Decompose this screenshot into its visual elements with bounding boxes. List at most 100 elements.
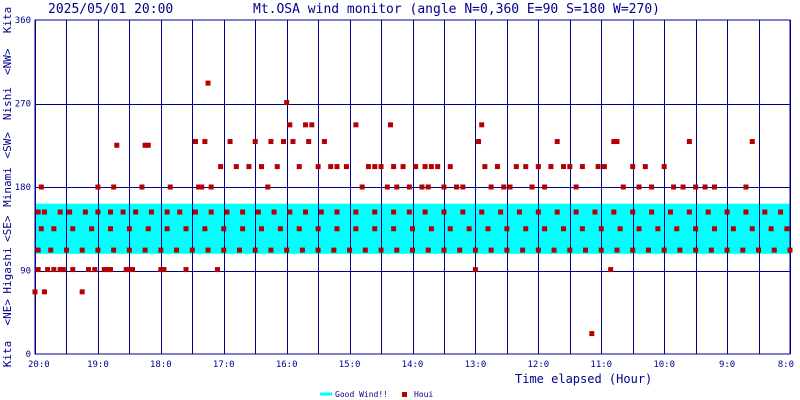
- data-point: [183, 267, 189, 273]
- data-point: [611, 209, 617, 215]
- data-point: [457, 247, 463, 253]
- data-point: [548, 164, 554, 170]
- data-point: [164, 209, 170, 215]
- data-point: [284, 247, 290, 253]
- data-point: [466, 226, 472, 232]
- data-point: [589, 331, 595, 337]
- data-point: [133, 209, 139, 215]
- y-direction-label: <SW>: [1, 132, 14, 159]
- grid-layer: [34, 19, 791, 355]
- data-point: [620, 184, 626, 190]
- data-point: [111, 247, 117, 253]
- x-tick-label: 16:0: [276, 360, 298, 370]
- data-point: [542, 184, 548, 190]
- data-point: [378, 164, 384, 170]
- y-direction-label: <NE>: [1, 299, 14, 326]
- data-point: [441, 209, 447, 215]
- data-point: [535, 164, 541, 170]
- data-point: [608, 267, 614, 273]
- data-point: [636, 226, 642, 232]
- data-point: [579, 226, 585, 232]
- data-point: [38, 184, 44, 190]
- data-point: [224, 209, 230, 215]
- data-point: [246, 164, 252, 170]
- data-point: [208, 184, 214, 190]
- data-point: [479, 122, 485, 128]
- data-point: [284, 100, 290, 106]
- data-point: [561, 226, 566, 232]
- data-point: [158, 247, 164, 253]
- data-point: [447, 164, 453, 170]
- data-point: [686, 139, 692, 145]
- data-point: [749, 226, 755, 232]
- data-point: [281, 139, 287, 145]
- data-point: [649, 184, 655, 190]
- data-point: [554, 209, 560, 215]
- data-point: [315, 247, 321, 253]
- data-point: [32, 289, 38, 295]
- data-point: [296, 164, 302, 170]
- data-point: [95, 247, 101, 253]
- data-point: [579, 164, 585, 170]
- data-point: [362, 247, 368, 253]
- data-point: [778, 209, 784, 215]
- data-point: [57, 209, 63, 215]
- header-datetime: 2025/05/01 20:00: [48, 2, 173, 17]
- data-point: [756, 247, 762, 253]
- data-point: [422, 164, 428, 170]
- data-point: [347, 247, 353, 253]
- data-point: [516, 209, 522, 215]
- data-point: [353, 226, 359, 232]
- data-point: [702, 184, 708, 190]
- data-point: [447, 226, 453, 232]
- data-point: [693, 184, 699, 190]
- data-point: [208, 209, 214, 215]
- data-point: [554, 139, 560, 145]
- data-point: [79, 289, 85, 295]
- data-point: [523, 164, 529, 170]
- data-point: [309, 122, 315, 128]
- data-point: [671, 184, 677, 190]
- data-point: [196, 184, 202, 190]
- data-point: [391, 226, 397, 232]
- data-point: [513, 164, 519, 170]
- data-point: [611, 139, 617, 145]
- legend-good-wind-label: Good Wind!!: [335, 390, 388, 399]
- data-point: [158, 267, 164, 273]
- data-point: [677, 247, 683, 253]
- data-point: [561, 164, 566, 170]
- data-point: [265, 184, 271, 190]
- data-point: [108, 267, 113, 273]
- data-point: [183, 226, 189, 232]
- data-point: [617, 226, 623, 232]
- y-direction-label: Kita: [1, 341, 14, 368]
- data-point: [161, 267, 167, 273]
- y-direction-label: <SE>: [1, 215, 14, 242]
- data-point: [476, 139, 482, 145]
- data-point: [551, 247, 557, 253]
- x-tick-label: 13:0: [465, 360, 487, 370]
- x-tick-label: 12:0: [527, 360, 549, 370]
- data-point: [101, 267, 107, 273]
- data-point: [645, 247, 651, 253]
- y-direction-label: Kita: [1, 7, 14, 34]
- data-point: [787, 247, 793, 253]
- data-point: [504, 247, 510, 253]
- data-point: [372, 209, 378, 215]
- data-point: [535, 209, 541, 215]
- data-point: [67, 209, 73, 215]
- x-tick-label: 18:0: [150, 360, 172, 370]
- data-point: [394, 184, 400, 190]
- data-point: [365, 164, 371, 170]
- y-tick-labels: 0 90 180 270 360: [15, 16, 31, 360]
- data-point: [406, 209, 412, 215]
- data-point: [104, 267, 110, 273]
- data-point: [334, 209, 340, 215]
- legend: Good Wind!! Houi: [320, 390, 433, 399]
- x-tick-label: 17:0: [213, 360, 235, 370]
- data-point: [501, 184, 507, 190]
- data-point: [428, 164, 434, 170]
- data-point: [724, 247, 730, 253]
- data-point: [303, 209, 309, 215]
